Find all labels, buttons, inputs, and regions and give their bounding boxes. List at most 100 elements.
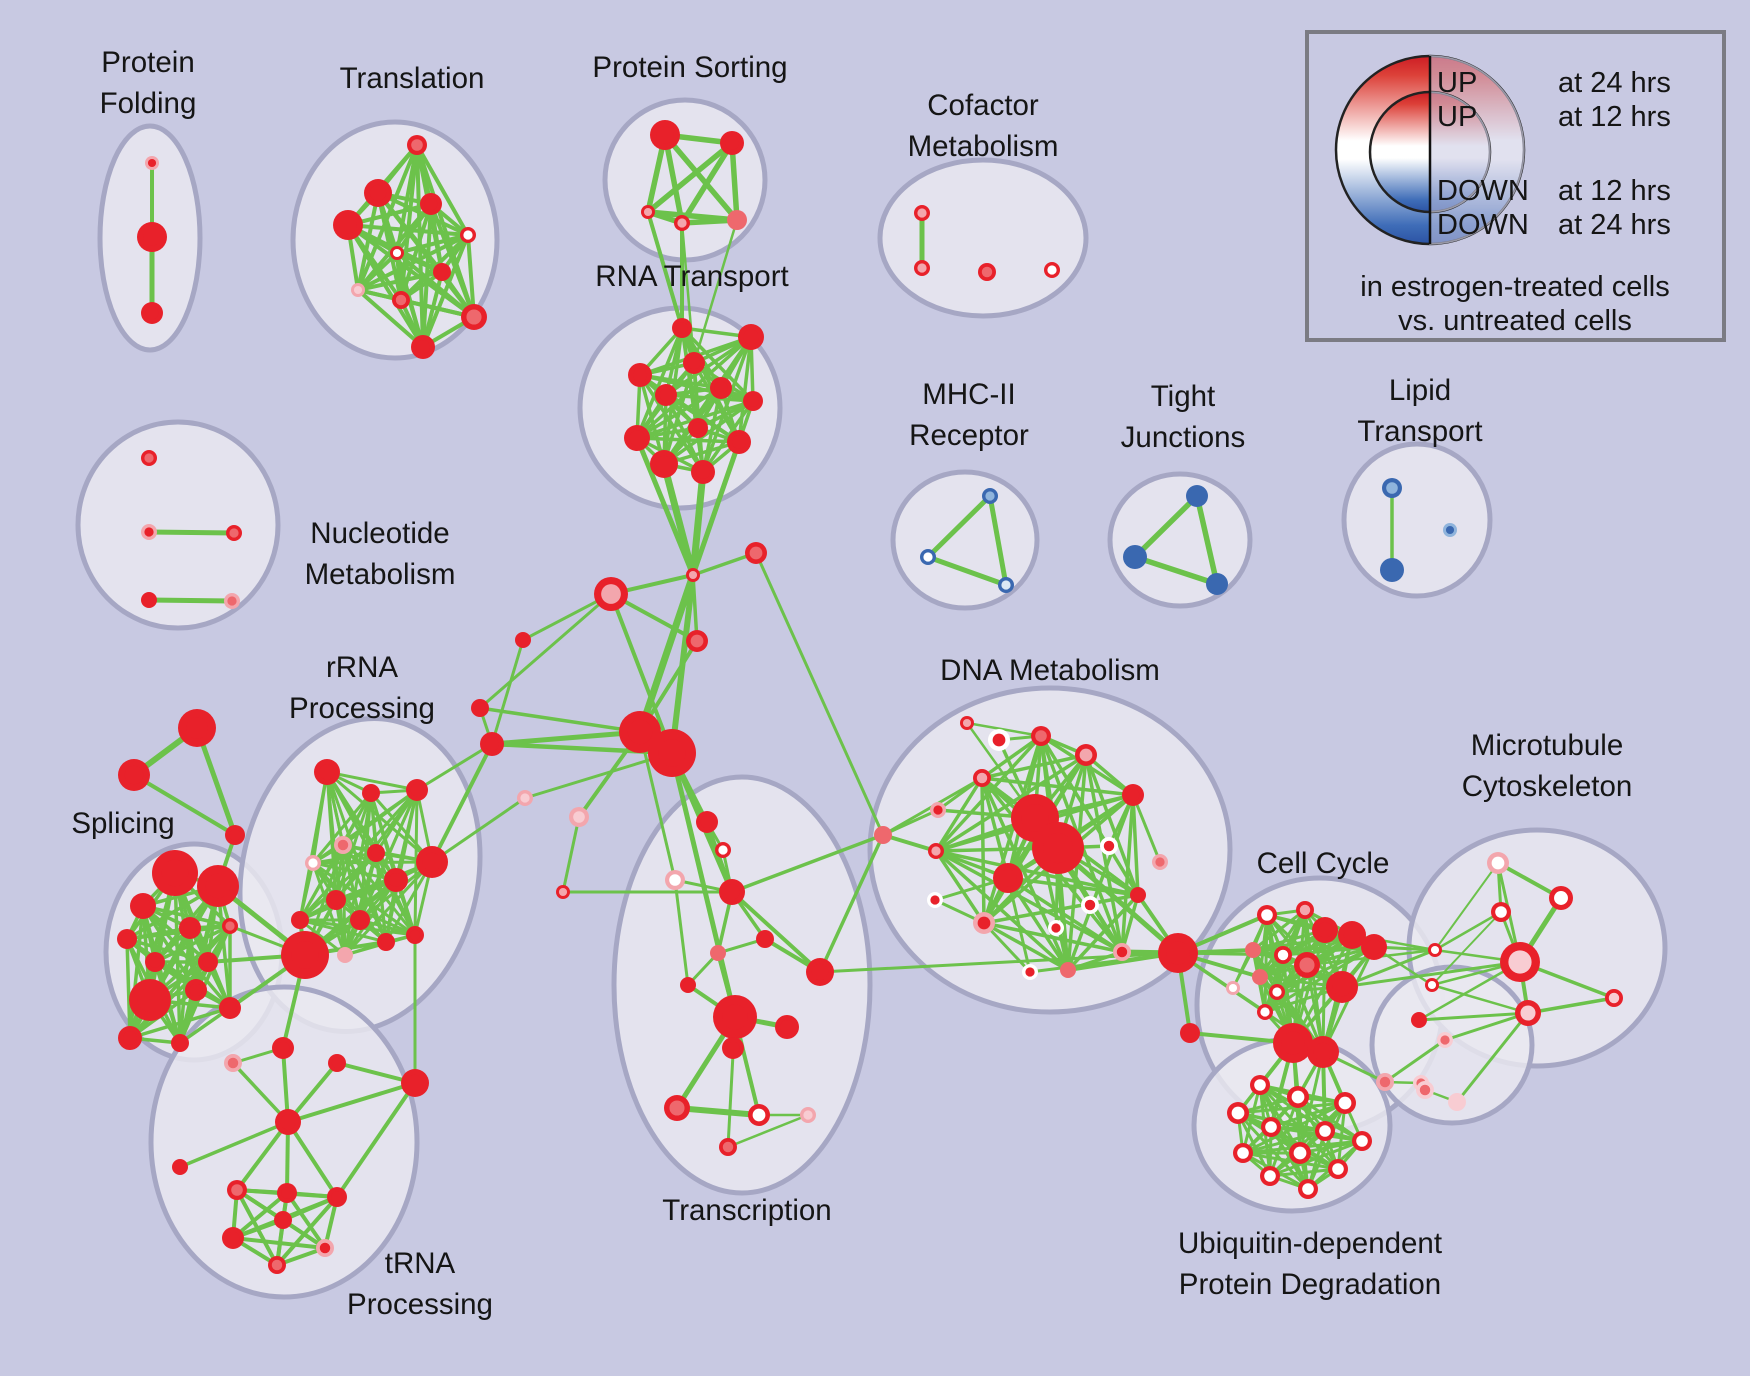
node-core bbox=[225, 921, 235, 931]
node-core bbox=[466, 309, 482, 325]
edge bbox=[1028, 951, 1180, 974]
edge bbox=[490, 638, 525, 746]
node-core bbox=[353, 285, 363, 295]
edge bbox=[737, 335, 753, 444]
node-core bbox=[1419, 1084, 1431, 1096]
edge bbox=[1383, 1038, 1447, 1084]
edge bbox=[325, 770, 419, 792]
edge bbox=[638, 373, 755, 403]
edge bbox=[925, 554, 1009, 588]
edge bbox=[335, 1081, 417, 1199]
edge bbox=[298, 851, 378, 922]
edge bbox=[638, 730, 677, 882]
cluster-label-trna-processing: tRNA bbox=[385, 1247, 456, 1280]
node-core bbox=[1277, 949, 1289, 961]
node-core bbox=[189, 983, 203, 997]
edge bbox=[1006, 876, 1124, 954]
edge bbox=[1055, 845, 1181, 956]
cluster-label-ubiquitin-degradation: Protein Degradation bbox=[1179, 1268, 1441, 1301]
edge bbox=[934, 776, 984, 853]
edge bbox=[415, 742, 494, 792]
edge bbox=[1006, 876, 1032, 974]
node-core bbox=[1386, 482, 1398, 494]
edge bbox=[561, 815, 581, 894]
node-core bbox=[1166, 941, 1190, 965]
edge bbox=[1131, 793, 1162, 864]
node-core bbox=[1414, 1015, 1424, 1025]
node-core bbox=[659, 388, 673, 402]
node-core bbox=[281, 1187, 293, 1199]
node-core bbox=[558, 887, 568, 897]
node-core bbox=[690, 634, 704, 648]
node-core bbox=[175, 1162, 185, 1172]
node-core bbox=[137, 987, 163, 1013]
node-core bbox=[229, 829, 241, 841]
node-core bbox=[135, 898, 151, 914]
edge bbox=[634, 435, 696, 578]
edge bbox=[1194, 493, 1220, 587]
node-core bbox=[1520, 1005, 1536, 1021]
node-core bbox=[365, 787, 377, 799]
cluster-labels: Protein Folding Translation Protein Sorting… bbox=[71, 46, 1632, 1321]
edge bbox=[395, 233, 470, 255]
node-core bbox=[1385, 563, 1399, 577]
node-core bbox=[424, 197, 438, 211]
node-core bbox=[669, 1100, 685, 1116]
edge bbox=[356, 233, 470, 292]
node-core bbox=[981, 266, 993, 278]
node-core bbox=[144, 527, 154, 537]
edge bbox=[980, 734, 1043, 780]
edge bbox=[680, 221, 696, 365]
node-core bbox=[294, 914, 306, 926]
edge bbox=[645, 140, 735, 215]
node-core bbox=[696, 465, 710, 479]
cluster-label-cofactor-metabolism: Cofactor bbox=[927, 89, 1039, 122]
node-core bbox=[124, 765, 144, 785]
node-core bbox=[1255, 972, 1265, 982]
cluster-label-ubiquitin-degradation: Ubiquitin-dependent bbox=[1178, 1227, 1442, 1260]
node-core bbox=[1237, 1147, 1249, 1159]
cluster-label-mhc-ii-receptor: MHC-II bbox=[922, 378, 1015, 411]
node-core bbox=[1313, 1042, 1333, 1062]
cluster-ellipse-lipid-transport bbox=[1341, 441, 1493, 599]
node-core bbox=[1021, 804, 1049, 832]
node-core bbox=[226, 1231, 240, 1245]
node-core bbox=[331, 1191, 343, 1203]
node-core bbox=[780, 1020, 794, 1034]
edge bbox=[285, 1191, 327, 1250]
node-core bbox=[1231, 1106, 1245, 1120]
node-core bbox=[145, 306, 159, 320]
node-core bbox=[933, 805, 943, 815]
node-core bbox=[1430, 945, 1440, 955]
edge bbox=[1281, 945, 1376, 957]
edge bbox=[311, 788, 419, 865]
edge bbox=[343, 878, 398, 957]
edge bbox=[478, 592, 613, 710]
cluster-label-translation: Translation bbox=[340, 62, 485, 95]
edge bbox=[346, 223, 470, 237]
node-core bbox=[743, 329, 759, 345]
edge bbox=[754, 551, 885, 837]
edge bbox=[936, 776, 984, 812]
node-core bbox=[143, 228, 161, 246]
node-core bbox=[1260, 1007, 1270, 1017]
node-core bbox=[1356, 1135, 1368, 1147]
edge bbox=[128, 904, 145, 1040]
edge bbox=[1455, 1011, 1530, 1104]
node-core bbox=[724, 884, 740, 900]
edge bbox=[128, 1006, 232, 1040]
node-core bbox=[1495, 906, 1507, 918]
edge bbox=[298, 843, 345, 922]
node-core bbox=[340, 950, 350, 960]
legend-direction-label: UP bbox=[1437, 101, 1477, 133]
edge bbox=[421, 270, 444, 349]
node-core bbox=[409, 929, 421, 941]
node-core bbox=[731, 214, 743, 226]
node-core bbox=[231, 1184, 243, 1196]
node-core bbox=[319, 764, 335, 780]
edge bbox=[1006, 876, 1070, 972]
node-core bbox=[1047, 265, 1057, 275]
node-core bbox=[1281, 1031, 1305, 1055]
node-core bbox=[1035, 730, 1047, 742]
